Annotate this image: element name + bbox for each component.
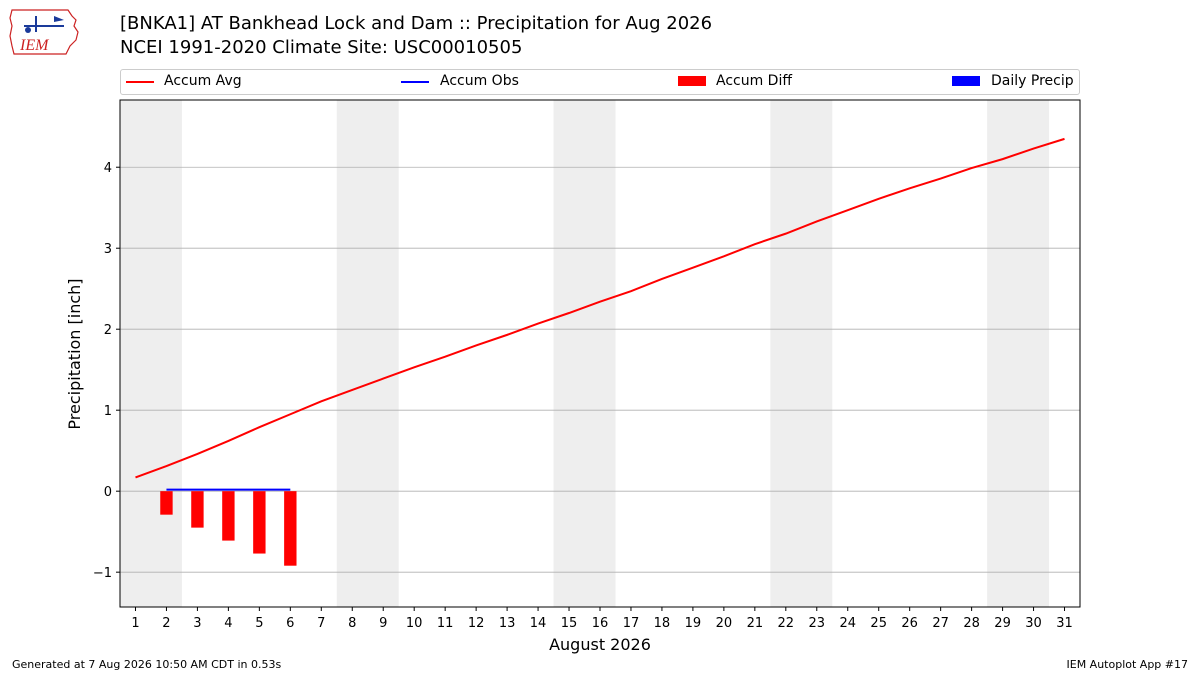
x-tick-label: 16 [592, 616, 609, 631]
x-tick-label: 27 [932, 616, 949, 631]
x-tick-label: 11 [437, 616, 454, 631]
x-tick-label: 23 [809, 616, 826, 631]
x-tick-label: 22 [778, 616, 795, 631]
y-tick-label: 0 [104, 485, 112, 500]
x-tick-label: 31 [1056, 616, 1073, 631]
y-tick-label: 2 [104, 323, 112, 338]
weekend-shade-4 [987, 100, 1050, 607]
weekend-shade-0 [120, 100, 182, 607]
x-tick-label: 24 [839, 616, 856, 631]
x-tick-label: 3 [193, 616, 201, 631]
chart-subtitle: NCEI 1991-2020 Climate Site: USC00010505 [120, 37, 523, 58]
x-tick-label: 17 [623, 616, 640, 631]
y-tick-label: 1 [104, 404, 112, 419]
y-axis-label: Precipitation [inch] [65, 278, 84, 429]
iem-logo: IEM [9, 9, 79, 55]
x-tick-label: 15 [561, 616, 578, 631]
x-tick-label: 12 [468, 616, 485, 631]
x-tick-label: 29 [994, 616, 1011, 631]
autoplot-app-label: IEM Autoplot App #17 [1066, 658, 1189, 671]
accum-diff-bar-3 [191, 491, 204, 528]
x-tick-label: 5 [255, 616, 263, 631]
x-tick-label: 6 [286, 616, 294, 631]
accum-diff-bar-2 [160, 491, 173, 515]
x-tick-label: 19 [685, 616, 702, 631]
legend-label-daily-precip: Daily Precip [991, 73, 1074, 89]
x-tick-label: 25 [870, 616, 887, 631]
legend-swatch-accum-avg [126, 81, 154, 83]
legend-swatch-accum-obs [401, 81, 429, 83]
chart-title: [BNKA1] AT Bankhead Lock and Dam :: Prec… [120, 13, 713, 34]
accum-avg-line [135, 137, 1065, 479]
wind-vane [54, 16, 64, 22]
weekend-shade-2 [553, 100, 616, 607]
anemometer-cup [25, 27, 31, 33]
x-tick-label: 28 [963, 616, 980, 631]
accum-diff-bar-4 [222, 491, 235, 541]
x-tick-label: 20 [716, 616, 733, 631]
x-tick-label: 7 [317, 616, 325, 631]
x-tick-label: 13 [499, 616, 516, 631]
legend-label-accum-diff: Accum Diff [716, 73, 793, 89]
y-tick-label: −1 [93, 566, 112, 581]
x-axis-label: August 2026 [549, 635, 651, 654]
accum-diff-bar-6 [284, 491, 297, 566]
weekend-shade-3 [770, 100, 833, 607]
x-tick-label: 14 [530, 616, 547, 631]
weekend-shade-1 [336, 100, 399, 607]
x-tick-label: 10 [406, 616, 423, 631]
x-tick-label: 1 [131, 616, 139, 631]
legend-swatch-daily-precip [952, 76, 980, 86]
x-tick-label: 2 [162, 616, 170, 631]
x-tick-label: 8 [348, 616, 356, 631]
chart-legend [120, 69, 1080, 95]
generated-timestamp: Generated at 7 Aug 2026 10:50 AM CDT in … [12, 658, 282, 671]
logo-text: IEM [19, 37, 50, 54]
x-tick-label: 21 [747, 616, 764, 631]
x-tick-label: 9 [379, 616, 387, 631]
x-tick-label: 26 [901, 616, 918, 631]
y-tick-label: 4 [104, 161, 112, 176]
iowa-state-outline [9, 9, 79, 55]
y-tick-label: 3 [104, 242, 112, 257]
legend-swatch-accum-diff [678, 76, 706, 86]
x-tick-label: 30 [1025, 616, 1042, 631]
accum-diff-bar-5 [253, 491, 266, 554]
x-tick-label: 4 [224, 616, 232, 631]
legend-label-accum-avg: Accum Avg [164, 73, 242, 89]
x-tick-label: 18 [654, 616, 671, 631]
legend-label-accum-obs: Accum Obs [440, 73, 519, 89]
